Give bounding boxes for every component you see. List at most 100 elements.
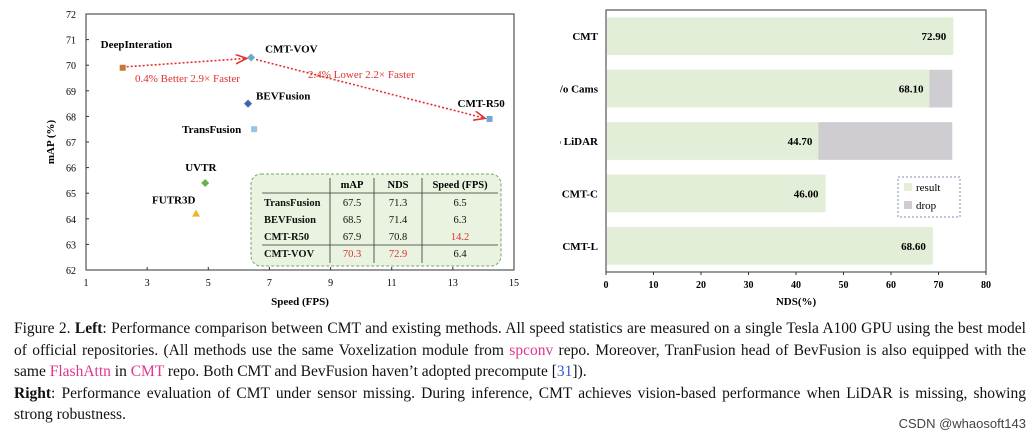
right-x-tick-label: 30 bbox=[744, 280, 754, 291]
table-cell: 6.4 bbox=[453, 249, 467, 260]
left-y-tick-label: 67 bbox=[66, 138, 76, 149]
table-cell: 70.3 bbox=[343, 249, 361, 260]
annotation-better: 0.4% Better 2.9× Faster bbox=[135, 73, 240, 85]
right-x-tick-label: 70 bbox=[934, 280, 944, 291]
right-x-tick-label: 50 bbox=[839, 280, 849, 291]
point-transfusion-label: TransFusion bbox=[182, 124, 241, 136]
link-spconv[interactable]: spconv bbox=[509, 341, 554, 359]
bar-category-label: CMT bbox=[572, 31, 598, 43]
point-uvtr bbox=[201, 178, 210, 187]
bar-result bbox=[607, 122, 820, 160]
left-x-tick-label: 15 bbox=[509, 278, 519, 289]
bar-drop bbox=[929, 69, 953, 108]
point-deepinteration-label: DeepInteration bbox=[101, 39, 173, 51]
bar-value-label: 46.00 bbox=[794, 188, 819, 200]
bar-value-label: 44.70 bbox=[788, 136, 813, 148]
legend-result-label: result bbox=[916, 182, 940, 194]
bar-result bbox=[607, 174, 826, 213]
right-x-tick-label: 40 bbox=[791, 280, 801, 291]
table-cell: 71.4 bbox=[389, 215, 408, 226]
left-y-tick-label: 66 bbox=[66, 164, 76, 175]
point-transfusion bbox=[251, 126, 258, 133]
left-x-tick-label: 11 bbox=[387, 278, 397, 289]
bar-legend: result drop bbox=[897, 176, 961, 218]
legend-result-swatch bbox=[904, 183, 912, 191]
right-x-axis-label: NDS(%) bbox=[776, 296, 817, 308]
point-bevfusion-label: BEVFusion bbox=[256, 91, 310, 103]
right-x-tick-label: 10 bbox=[649, 280, 659, 291]
left-y-tick-label: 63 bbox=[66, 240, 76, 251]
table-row-label: TransFusion bbox=[264, 198, 321, 209]
table-header-cell: Speed (FPS) bbox=[432, 180, 488, 191]
right-bar-chart: 72.90 CMT 68.10 w/o Cams 44.70 w/o LiDAR 46.00… bbox=[560, 9, 991, 308]
left-x-tick-label: 5 bbox=[206, 278, 211, 289]
table-header-cell: mAP bbox=[341, 180, 364, 191]
table-cell: 14.2 bbox=[451, 232, 469, 243]
caption-left-label: Left bbox=[74, 320, 103, 337]
point-futr3d bbox=[192, 209, 201, 217]
caption-right-label: Right bbox=[14, 384, 52, 402]
bar-category-label: CMT-C bbox=[562, 188, 598, 200]
watermark: CSDN @whaosoft143 bbox=[898, 416, 1026, 431]
table-row-label: CMT-R50 bbox=[264, 232, 309, 243]
table-row-label: BEVFusion bbox=[264, 215, 316, 226]
table-cell: 6.3 bbox=[453, 215, 466, 226]
legend-drop-label: drop bbox=[916, 200, 937, 212]
table-cell: 67.5 bbox=[343, 198, 361, 209]
table-row-label: CMT-VOV bbox=[264, 249, 315, 260]
left-y-tick-label: 64 bbox=[66, 215, 76, 226]
table-cell: 67.9 bbox=[343, 232, 361, 243]
point-cmt-vov bbox=[247, 53, 256, 62]
right-x-tick-label: 60 bbox=[886, 280, 896, 291]
caption-left-text-4: repo. Both CMT and BevFusion haven’t ado… bbox=[164, 363, 557, 380]
left-x-tick-label: 9 bbox=[328, 278, 333, 289]
link-cmt[interactable]: CMT bbox=[130, 363, 165, 380]
bar-category-label: CMT-L bbox=[562, 241, 598, 253]
left-x-tick-label: 13 bbox=[448, 278, 458, 289]
left-x-axis-label: Speed (FPS) bbox=[271, 296, 329, 308]
bar-result bbox=[607, 69, 931, 108]
left-y-axis-label: mAP (%) bbox=[45, 120, 57, 165]
point-deepinteration bbox=[119, 64, 126, 71]
left-y-tick-label: 70 bbox=[66, 61, 76, 72]
table-cell: 72.9 bbox=[389, 249, 407, 260]
bar-value-label: 68.10 bbox=[899, 84, 924, 96]
table-cell: 70.8 bbox=[389, 232, 407, 243]
link-flashattn[interactable]: FlashAttn bbox=[49, 363, 111, 380]
caption-left-text-3: in bbox=[110, 363, 131, 380]
table-cell: 71.3 bbox=[389, 198, 407, 209]
comparison-table: mAP NDS Speed (FPS) TransFusion 67.5 71.3 6.5 B… bbox=[250, 173, 502, 267]
right-x-tick-label: 0 bbox=[604, 280, 609, 291]
point-cmt-r50-label: CMT-R50 bbox=[458, 98, 506, 110]
bar-result bbox=[607, 17, 954, 56]
link-ref-31[interactable]: 31 bbox=[556, 363, 573, 380]
bar-value-label: 68.60 bbox=[901, 241, 926, 253]
table-cell: 68.5 bbox=[343, 215, 361, 226]
caption-right-text: : Performance evaluation of CMT under se… bbox=[14, 384, 1026, 424]
caption-figure-number: Figure 2. bbox=[14, 320, 71, 337]
bar-value-label: 72.90 bbox=[922, 31, 947, 43]
bar-category-label: w/o LiDAR bbox=[560, 136, 599, 148]
caption-left-text-1: : Performance comparison between CMT and… bbox=[14, 320, 1026, 359]
left-y-tick-label: 62 bbox=[66, 266, 76, 277]
caption-left-text-2: repo. Moreover, TranFusion head of BevFu… bbox=[14, 341, 1026, 381]
caption-left-text-5: ]). bbox=[572, 363, 587, 380]
right-x-tick-label: 20 bbox=[696, 280, 706, 291]
bar-result bbox=[607, 226, 933, 265]
left-x-tick-label: 3 bbox=[145, 278, 150, 289]
left-y-tick-label: 68 bbox=[66, 112, 76, 123]
point-bevfusion bbox=[244, 99, 253, 108]
figure: 62 63 64 65 66 67 68 69 70 71 72 1 3 5 7 9 11 13 15 mAP (… bbox=[45, 9, 991, 308]
table-header-cell: NDS bbox=[387, 180, 408, 191]
table-cell: 6.5 bbox=[453, 198, 466, 209]
left-y-tick-label: 71 bbox=[66, 36, 76, 47]
bar-category-label: w/o Cams bbox=[560, 84, 599, 96]
bar-drop bbox=[818, 122, 953, 160]
left-x-tick-label: 1 bbox=[84, 278, 89, 289]
left-y-tick-label: 69 bbox=[66, 87, 76, 98]
point-cmt-r50 bbox=[486, 115, 493, 122]
left-y-tick-label: 65 bbox=[66, 189, 76, 200]
point-futr3d-label: FUTR3D bbox=[152, 195, 195, 207]
left-x-tick-label: 7 bbox=[267, 278, 272, 289]
annotation-lower: 2.4% Lower 2.2× Faster bbox=[308, 69, 415, 81]
